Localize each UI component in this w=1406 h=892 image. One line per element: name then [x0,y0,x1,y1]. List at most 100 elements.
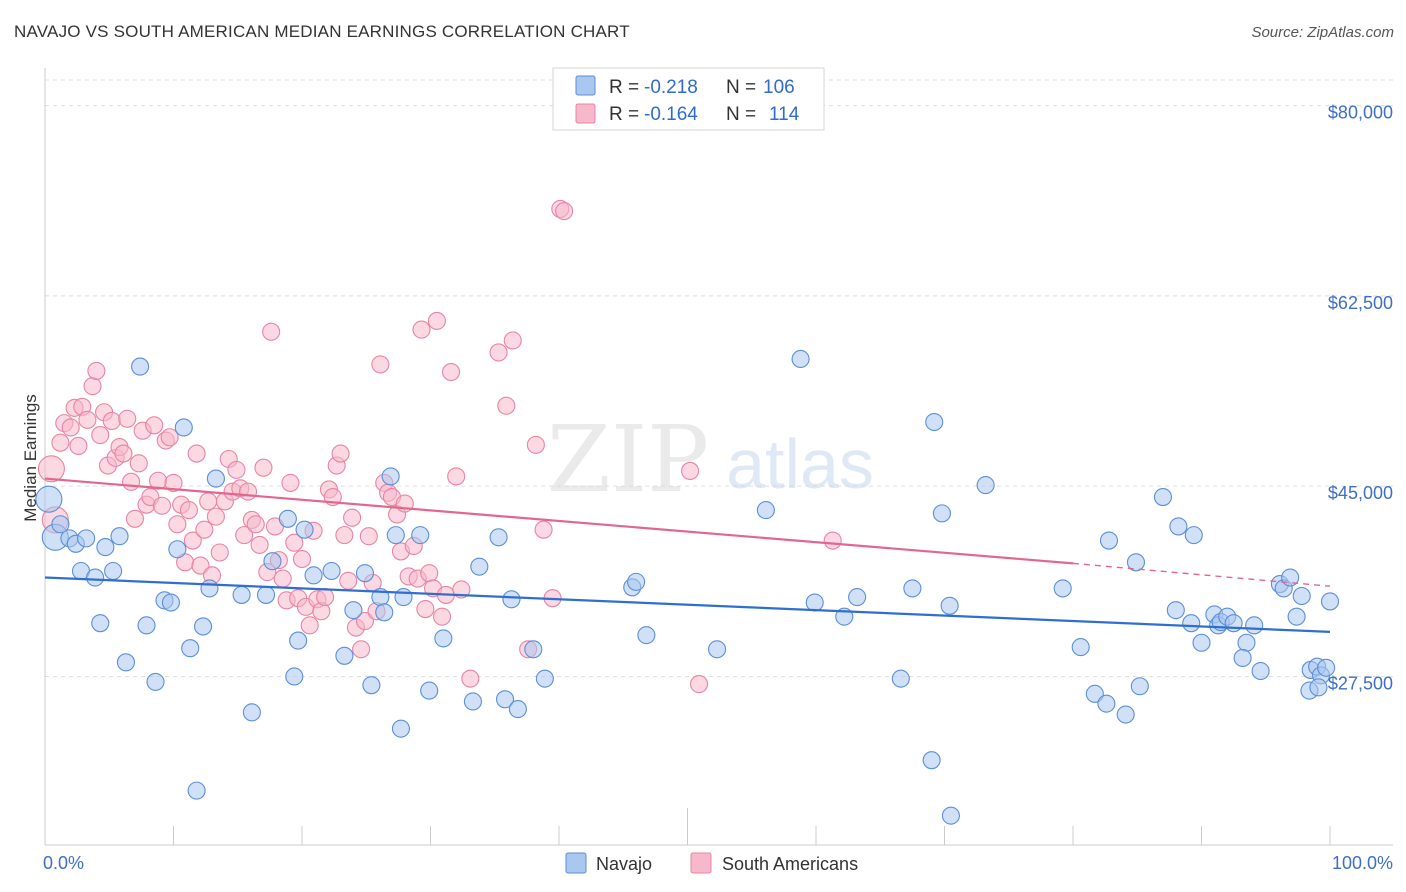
navajo-point [1309,678,1328,697]
navajo-point [1292,586,1311,606]
south-americans-point [339,571,358,590]
south-americans-point [91,426,110,445]
navajo-point [1237,633,1256,652]
bottom-legend-label-south-americans: South Americans [722,854,858,874]
navajo-point [903,579,922,598]
south-americans-point [114,444,133,463]
navajo-point [242,703,261,722]
navajo-point [976,476,995,495]
navajo-point [637,626,656,645]
south-americans-point [102,411,121,430]
legend-swatch-navajo [575,75,596,96]
south-americans-point [420,564,439,583]
y-tick-label: $80,000 [1328,103,1393,123]
bottom-legend-swatch-navajo [565,852,587,874]
navajo-point [434,629,453,648]
navajo-point [391,719,410,738]
south-americans-point [160,428,179,447]
south-americans-point [503,331,522,350]
navajo-point [411,526,430,545]
south-americans-point [129,454,148,473]
south-americans-point [433,607,452,626]
south-americans-point [152,496,171,515]
navajo-point [51,515,70,534]
navajo-point [463,692,482,711]
y-tick-labels: $27,500 $45,000 $62,500 $80,000 [1328,103,1393,694]
navajo-point [1053,579,1072,598]
navajo-point [791,349,810,369]
legend-n-label-south-americans: N = [726,104,756,125]
legend-n-label-navajo: N = [726,77,756,98]
south-americans-point [87,361,106,380]
navajo-point [375,603,394,622]
legend-r-label-navajo: R = [609,77,639,98]
series-navajo [35,349,1340,825]
series-south-americans [37,199,842,694]
navajo-point [627,572,646,591]
navajo-point [925,412,944,432]
watermark-atlas: atlas [726,425,874,503]
south-americans-point [461,669,480,688]
navajo-point [524,640,543,659]
south-americans-point [489,343,508,362]
navajo-point [174,418,193,437]
south-americans-point [164,473,183,492]
south-americans-point [199,492,218,511]
south-americans-point [534,520,553,539]
south-americans-point [235,526,254,545]
navajo-point [1182,614,1201,633]
south-americans-point [125,509,144,528]
navajo-point [1126,553,1146,572]
navajo-point [756,501,775,520]
south-americans-point [238,482,258,501]
y-tick-label: $45,000 [1328,483,1393,503]
navajo-point [104,561,123,581]
south-americans-point [254,458,273,477]
south-americans-point [526,435,545,454]
south-americans-point [273,569,292,588]
navajo-point [1320,592,1340,611]
south-americans-point [442,362,461,382]
south-americans-point [83,377,102,396]
south-americans-point [179,501,198,520]
south-americans-point [191,556,210,575]
navajo-point [805,593,824,612]
navajo-point [932,504,951,523]
navajo-point [535,669,554,688]
legend-swatch-south-americans [575,103,596,124]
south-americans-point [246,515,265,534]
legend-n-value-navajo: 106 [763,77,795,98]
navajo-point [362,676,381,695]
navajo-point [335,646,354,665]
x-tick-label-max: 100.0% [1332,853,1393,873]
south-americans-point [447,467,466,486]
navajo-point [941,806,960,825]
south-americans-point [823,531,842,550]
south-americans-point [210,543,229,562]
navajo-point [137,616,156,635]
south-americans-point [359,527,378,546]
navajo-point [285,667,304,686]
navajo-point [508,700,527,719]
south-americans-point [355,611,375,631]
axes [44,68,1393,846]
y-tick-label: $27,500 [1328,673,1393,693]
navajo-point [891,669,910,688]
south-americans-point [285,533,304,552]
navajo-point [489,528,508,547]
legend-r-value-south-americans: -0.164 [644,104,698,125]
navajo-point [1192,633,1211,652]
navajo-point [940,596,959,615]
navajo-point [1169,517,1188,536]
legend-box: R = -0.218 N = 106 R = -0.164 N = 114 [552,67,825,131]
navajo-point [708,640,727,659]
navajo-point [289,631,308,650]
navajo-point [1184,526,1203,545]
south-americans-point [262,322,281,341]
navajo-point [206,469,225,488]
navajo-point [96,538,115,557]
south-americans-point [168,515,187,534]
south-americans-point [335,526,354,545]
navajo-point [263,552,282,571]
navajo-point [1245,616,1264,635]
